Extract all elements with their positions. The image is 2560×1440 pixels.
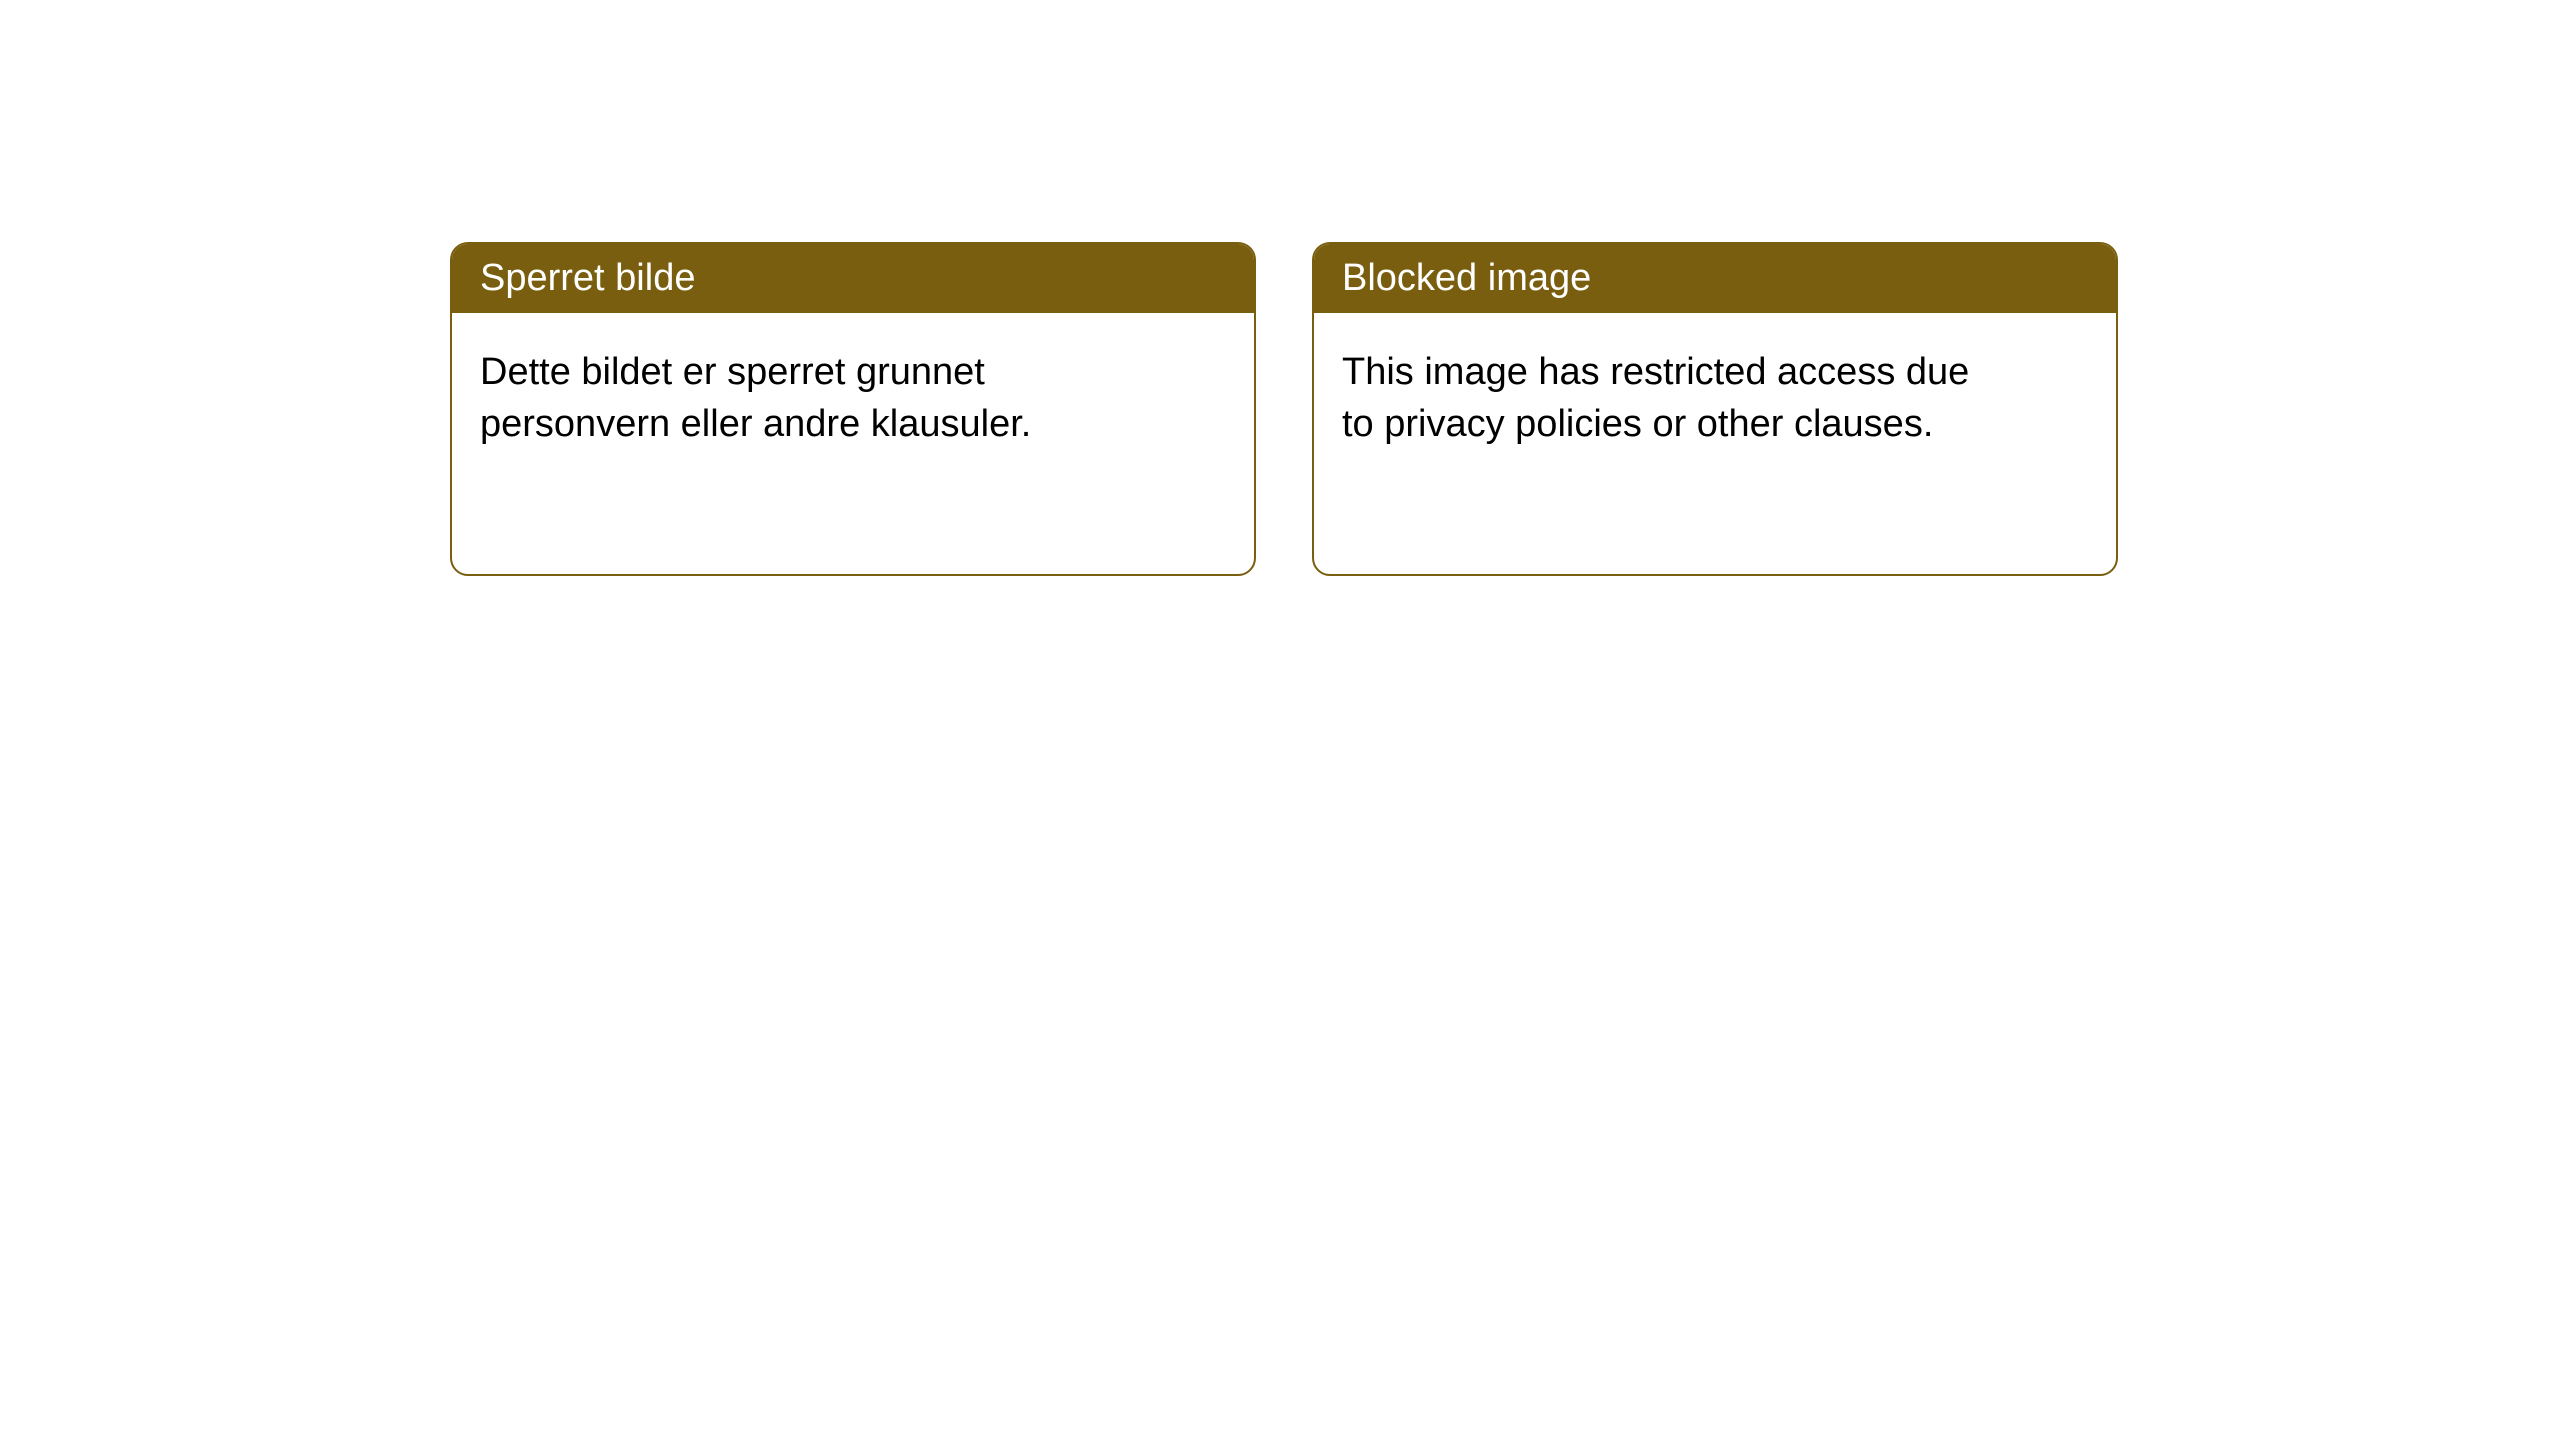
notice-title-english: Blocked image	[1342, 257, 1591, 299]
notice-body-text-norwegian: Dette bildet er sperret grunnet personve…	[480, 351, 1031, 444]
notice-card-english: Blocked image This image has restricted …	[1312, 242, 2118, 576]
notice-body-norwegian: Dette bildet er sperret grunnet personve…	[452, 313, 1152, 484]
notice-title-norwegian: Sperret bilde	[480, 257, 695, 299]
notice-container: Sperret bilde Dette bildet er sperret gr…	[0, 0, 2560, 576]
notice-header-norwegian: Sperret bilde	[452, 244, 1254, 313]
notice-body-english: This image has restricted access due to …	[1314, 313, 2014, 484]
notice-header-english: Blocked image	[1314, 244, 2116, 313]
notice-card-norwegian: Sperret bilde Dette bildet er sperret gr…	[450, 242, 1256, 576]
notice-body-text-english: This image has restricted access due to …	[1342, 351, 1969, 444]
